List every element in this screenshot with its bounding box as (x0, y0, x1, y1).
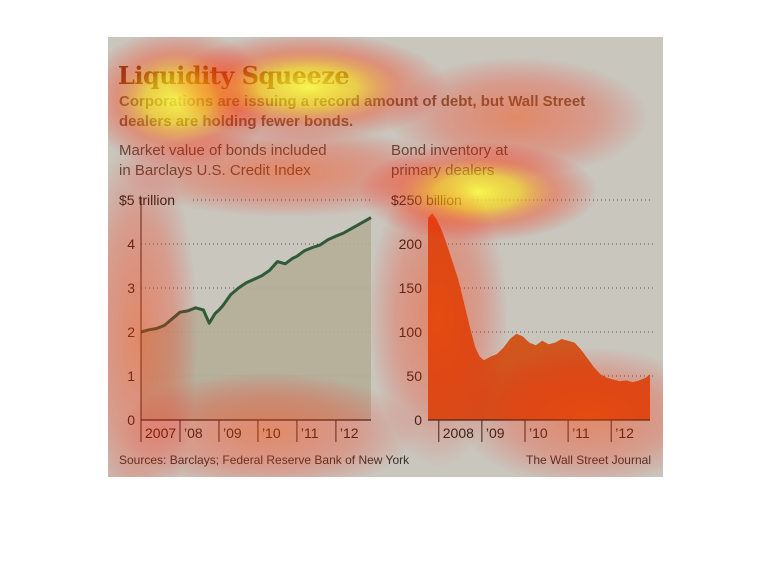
left-y-tick-label: 0 (127, 412, 135, 428)
left-x-tick-label: ’10 (262, 425, 281, 441)
right-x-tick-label: 2008 (443, 425, 474, 441)
left-x-tick-label: ’12 (340, 425, 359, 441)
right-y-tick-label: 50 (406, 368, 422, 384)
left-y-tick-label: 4 (127, 236, 135, 252)
right-chart-title: Bond inventory at primary dealers (391, 142, 508, 179)
left-unit-label: $5 trillion (119, 192, 175, 208)
left-x-tick-label: ’08 (184, 425, 203, 441)
left-x-tick-label: ’09 (223, 425, 242, 441)
credit-note: The Wall Street Journal (526, 453, 651, 467)
left-x-tick-label: ’11 (301, 425, 319, 441)
right-y-tick-label: 0 (414, 412, 422, 428)
right-y-tick-label: 200 (399, 236, 423, 252)
left-chart-title: Market value of bonds included in Barcla… (119, 142, 327, 179)
right-unit-label: $250 billion (391, 192, 462, 208)
right-x-tick-label: ’12 (615, 425, 634, 441)
left-y-tick-label: 1 (127, 368, 135, 384)
left-y-tick-label: 2 (127, 324, 135, 340)
right-x-tick-label: ’10 (529, 425, 548, 441)
right-y-tick-label: 150 (399, 280, 423, 296)
right-x-tick-label: ’09 (486, 425, 505, 441)
chart-panel: 0 1 2 3 4 $5 trillion 2007 ’08 ’09 ’10 ’11 ’12 0 50 10… (108, 37, 663, 477)
page-title: Liquidity Squeeze (118, 61, 350, 90)
left-series-area (141, 217, 371, 420)
right-x-tick-label: ’11 (572, 425, 590, 441)
left-y-tick-label: 3 (127, 280, 135, 296)
source-note: Sources: Barclays; Federal Reserve Bank … (119, 453, 410, 467)
subtitle: Corporations are issuing a record amount… (119, 93, 586, 130)
left-x-tick-label: 2007 (145, 425, 176, 441)
right-y-tick-label: 100 (399, 324, 423, 340)
